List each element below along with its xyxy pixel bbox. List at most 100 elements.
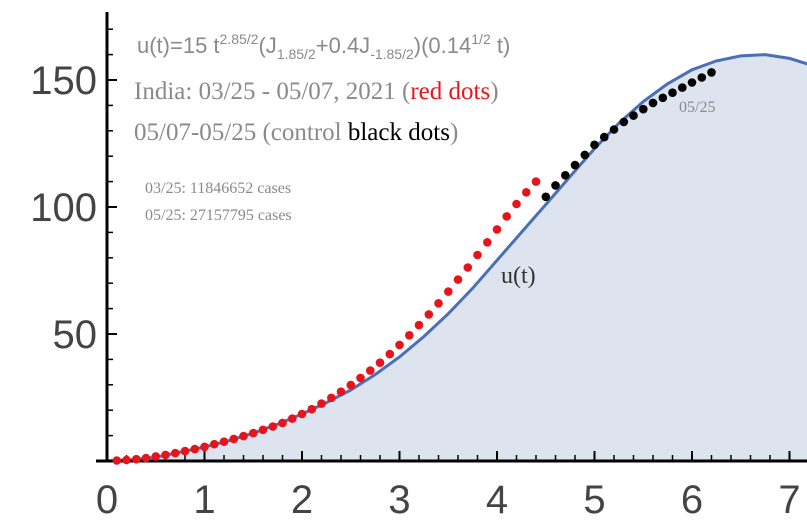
red-dot [502,212,512,221]
black-dot [609,125,619,134]
x-tick-label: 2 [291,478,313,520]
red-dot [424,310,434,319]
area-under-curve [107,54,807,461]
red-dot [512,199,521,209]
data-range-prefix: India: 03/25 - 05/07, 2021 ( [134,78,410,105]
red-dot [122,455,131,465]
curve-label: u(t) [501,263,536,289]
control-range-prefix: 05/07-05/25 (control [134,119,348,146]
formula-sub2: -1.85/2 [370,46,414,62]
black-dot [707,68,716,77]
red-dot [239,431,248,441]
x-tick-label: 5 [583,478,605,520]
red-dot [141,453,151,463]
y-tick-label: 50 [53,313,98,357]
red-dot [453,275,463,284]
black-dot [658,93,668,103]
formula-suffix: t) [491,33,511,58]
red-dot [288,414,297,423]
black-dot [648,98,658,108]
red-dot [405,331,414,340]
black-dot [551,181,560,190]
red-dot [268,422,278,431]
black-dot [590,140,599,150]
control-range-annotation: 05/07-05/25 (control black dots) [134,119,458,146]
black-dot [541,192,551,202]
red-dot [249,428,258,438]
u-t-curve [106,53,807,463]
red-dot [112,456,122,465]
data-range-annotation: India: 03/25 - 05/07, 2021 (red dots) [134,78,499,105]
red-dot [356,373,365,383]
control-range-suffix: ) [450,119,458,146]
red-dot [395,340,404,350]
red-dot [258,425,268,435]
red-dot [307,404,317,414]
red-dot [336,387,346,397]
red-dot [190,444,200,454]
red-dot [492,225,502,234]
red-dot [434,299,443,308]
red-dot [151,452,161,461]
red-dot [297,409,307,419]
red-dot [531,177,541,186]
red-dot [200,442,209,452]
formula-mid3: )(0.14 [414,33,471,58]
formula-mid1: (J [258,33,276,58]
red-dot [375,358,385,368]
formula-mid2: +0.4J [316,33,370,58]
axes: 0 1 2 3 4 5 6 7 50 100 150 [30,12,807,520]
black-dot [561,171,570,180]
red-dot [229,434,239,444]
x-tick-label: 6 [681,478,703,520]
red-dot [346,380,356,390]
red-dot [180,446,190,456]
red-dot [473,250,482,260]
red-dot [522,188,531,197]
data-range-suffix: ) [490,78,498,105]
x-tick-label: 7 [778,478,800,520]
black-dot [678,83,687,92]
black-dot [697,73,707,82]
red-dot [327,393,336,403]
red-dot [132,454,141,464]
red-dot [444,287,453,296]
y-tick-label: 150 [30,59,97,103]
y-tick-label: 100 [30,186,97,230]
formula-sub1: 1.85/2 [277,46,316,62]
black-dots-label: black dots [348,119,450,146]
red-dots-label: red dots [410,78,490,105]
x-tick-label: 0 [96,478,118,520]
cases-start-annotation: 03/25: 11846652 cases [145,180,291,197]
x-tick-label: 1 [193,478,215,520]
tick-labels: 0 1 2 3 4 5 6 7 50 100 150 [30,59,800,520]
red-dot [483,238,492,247]
cases-end-annotation: 05/25: 27157795 cases [145,207,292,224]
black-dot [629,111,638,120]
end-date-label: 05/25 [679,99,715,116]
black-dot [570,160,580,170]
black-dot [687,78,697,87]
black-dot [639,104,648,114]
red-dots-series [112,177,541,465]
black-dot [668,88,677,97]
formula-sup1: 2.85/2 [220,31,259,47]
x-tick-label: 4 [486,478,508,520]
red-dot [210,439,219,449]
black-dot [600,132,609,142]
red-dot [414,320,424,330]
red-dot [278,418,287,428]
black-dot [619,117,629,127]
red-dot [171,448,180,458]
red-dot [366,366,375,375]
formula-prefix: u(t)=15 t [137,33,220,58]
annotations: u(t)=15 t2.85/2(J1.85/2+0.4J-1.85/2)(0.1… [134,31,715,289]
red-dot [219,437,229,447]
black-dot [580,150,590,160]
formula-sup2: 1/2 [471,31,491,47]
x-tick-label: 3 [388,478,410,520]
red-dot [463,263,473,272]
red-dot [385,349,395,359]
black-dots-series [541,68,716,202]
